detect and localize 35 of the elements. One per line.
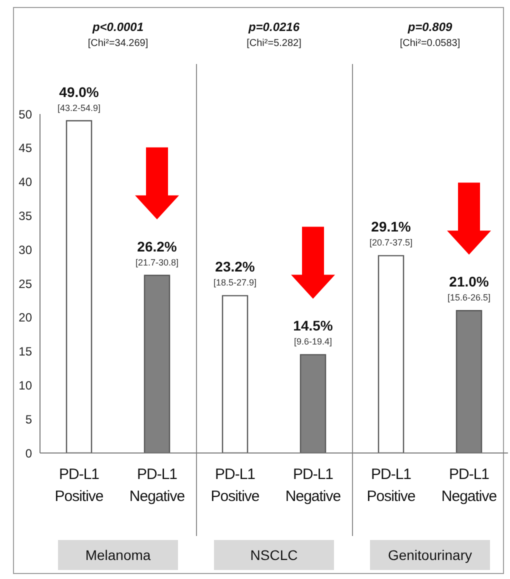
data-label: 49.0% [43.2-54.9]	[58, 84, 101, 113]
x-tick-label: PD-L1 Positive	[366, 466, 416, 505]
y-tick-label: 50	[18, 107, 32, 122]
text: Genitourinary	[370, 540, 490, 570]
x-tick-label: PD-L1 Positive	[54, 466, 104, 505]
bar	[222, 295, 248, 453]
x-tick-label: PD-L1 Negative	[285, 466, 341, 505]
bar	[66, 120, 92, 453]
text: [Chi²=34.269]	[86, 38, 150, 49]
y-tick-label: 5	[25, 412, 32, 426]
y-tick-label: 15	[18, 344, 32, 359]
y-tick-label: 30	[18, 242, 32, 257]
data-label: 29.1% [20.7-37.5]	[370, 218, 413, 248]
text: [Chi²=0.0583]	[398, 38, 462, 49]
x-tick-label: PD-L1 Positive	[210, 466, 260, 505]
y-tick-label: 25	[18, 276, 32, 291]
y-tick-label: 10	[18, 378, 32, 392]
y-tick-label: 40	[18, 175, 32, 190]
data-label: 21.0% [15.6-26.5]	[448, 274, 491, 303]
text: p=0.0216	[247, 20, 301, 34]
text: Melanoma	[58, 540, 178, 570]
text: [Chi²=5.282]	[246, 38, 302, 49]
text: p<0.0001	[91, 20, 145, 34]
y-tick-label: 0	[25, 446, 32, 460]
data-label: 23.2% [18.5-27.9]	[214, 258, 257, 288]
y-tick-label: 20	[18, 310, 32, 325]
bar	[378, 255, 404, 453]
data-label: 14.5% [9.6-19.4]	[293, 318, 334, 347]
y-tick-label: 45	[18, 141, 32, 156]
data-label: 26.2% [21.7-30.8]	[136, 238, 179, 268]
x-tick-label: PD-L1 Negative	[129, 466, 185, 505]
text: NSCLC	[214, 540, 334, 570]
y-tick-label: 35	[18, 208, 32, 223]
x-tick-label: PD-L1 Negative	[441, 466, 497, 505]
text: p=0.809	[406, 20, 454, 34]
